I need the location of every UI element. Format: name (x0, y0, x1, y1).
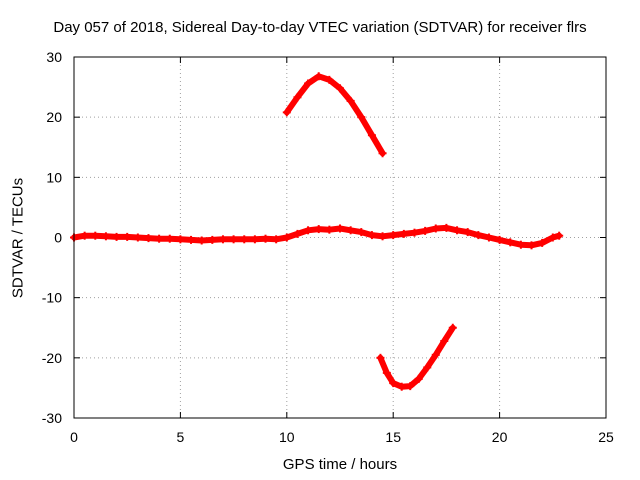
y-tick-label: 10 (46, 169, 62, 185)
y-axis-label: SDTVAR / TECUs (9, 177, 27, 299)
series-line-1 (283, 73, 386, 157)
x-tick-label: 20 (492, 429, 508, 445)
x-tick-label: 25 (598, 429, 614, 445)
data-point (208, 235, 217, 244)
x-axis-label: GPS time / hours (282, 456, 398, 473)
data-point (538, 238, 547, 247)
data-point (423, 363, 432, 372)
data-point (357, 228, 366, 237)
data-point (250, 235, 259, 244)
data-point (506, 238, 515, 247)
data-point (112, 232, 121, 241)
x-tick-label: 10 (279, 429, 295, 445)
data-point (367, 231, 376, 240)
data-point (406, 382, 415, 391)
data-point (376, 353, 385, 362)
data-point (229, 235, 238, 244)
series-group (70, 72, 564, 391)
data-point (293, 93, 302, 102)
data-point (378, 149, 387, 158)
y-tick-label: -20 (42, 350, 62, 366)
data-point (346, 96, 355, 105)
series-line-2 (377, 324, 456, 390)
data-point (448, 323, 457, 332)
data-point (325, 225, 334, 234)
data-point (474, 231, 483, 240)
x-tick-label: 5 (177, 429, 185, 445)
data-point (272, 235, 281, 244)
plot-frame (73, 56, 607, 419)
data-point (165, 234, 174, 243)
data-point (336, 84, 344, 93)
data-point (382, 368, 391, 377)
data-point (101, 232, 110, 241)
data-point (336, 224, 344, 233)
data-point (555, 231, 564, 240)
data-point (414, 374, 423, 383)
y-tick-label: -10 (42, 290, 62, 306)
x-tick-label: 0 (70, 429, 78, 445)
data-point (421, 226, 430, 235)
data-point (516, 240, 525, 249)
y-tick-label: 0 (54, 230, 62, 246)
data-point (304, 79, 313, 88)
data-point (453, 226, 462, 235)
data-point (397, 382, 406, 391)
data-point (389, 379, 398, 388)
data-point (378, 232, 387, 241)
data-point (155, 234, 164, 243)
y-tick-label: -30 (42, 410, 62, 426)
data-point (389, 231, 398, 240)
data-point (261, 234, 270, 243)
data-point (410, 228, 419, 237)
data-point (240, 235, 249, 244)
data-point (431, 224, 440, 233)
chart-title: Day 057 of 2018, Sidereal Day-to-day VTE… (53, 19, 587, 36)
data-point (133, 233, 142, 242)
data-point (367, 131, 376, 140)
data-point (440, 336, 449, 345)
data-point (495, 235, 504, 244)
data-point (80, 231, 89, 240)
data-point (484, 233, 493, 242)
data-point (218, 235, 227, 244)
data-point (314, 225, 323, 234)
y-tick-label: 30 (46, 49, 62, 65)
data-point (197, 236, 206, 245)
data-point (144, 234, 153, 243)
data-point (399, 229, 408, 238)
data-point (293, 229, 302, 238)
data-point (187, 235, 196, 244)
data-point (91, 231, 100, 240)
data-point (282, 233, 291, 242)
data-point (431, 350, 440, 359)
data-point (314, 72, 323, 81)
data-point (548, 233, 557, 242)
data-point (325, 75, 334, 84)
y-tick-label: 20 (46, 109, 62, 125)
data-point (304, 226, 313, 235)
data-point (176, 235, 185, 244)
data-point (282, 108, 291, 117)
x-tick-label: 15 (385, 429, 401, 445)
data-point (463, 228, 472, 237)
data-point (527, 241, 536, 250)
data-point (442, 223, 451, 232)
axis-ticks: 0 5 10 15 20 25 -30 -20 -10 0 10 20 30 (42, 49, 614, 445)
data-point (357, 113, 366, 122)
data-point (123, 232, 132, 241)
data-point (346, 226, 355, 235)
